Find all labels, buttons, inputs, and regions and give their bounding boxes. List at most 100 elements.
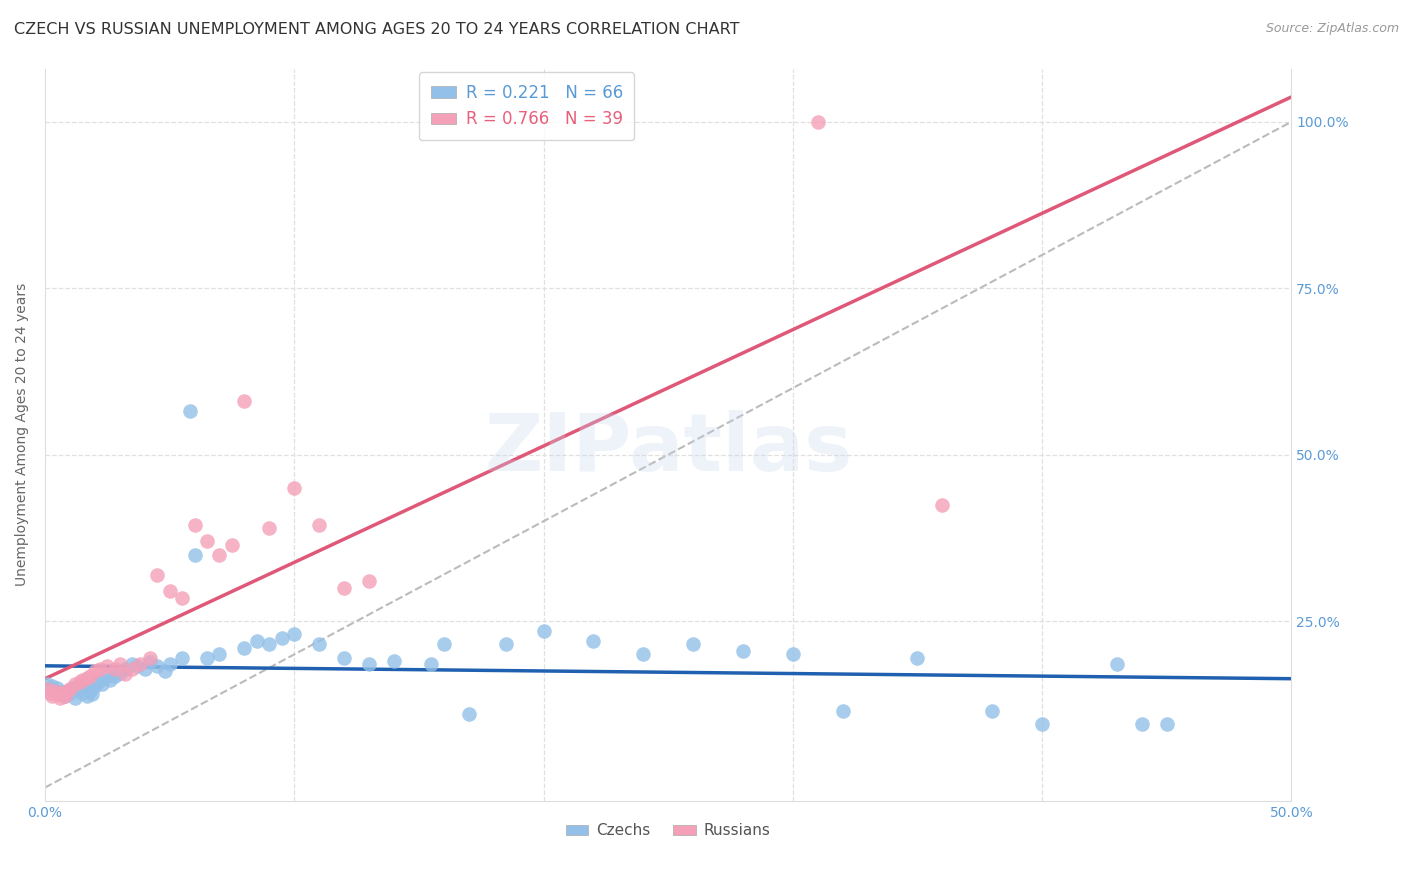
Point [39, 681, 62, 696]
Point [1031, 717, 1053, 731]
Point [49, 690, 72, 705]
Point [153, 664, 176, 678]
Point [357, 574, 380, 589]
Point [46, 687, 69, 701]
Point [76, 689, 98, 703]
Point [931, 498, 953, 512]
Point [79, 684, 101, 698]
Point [37, 681, 59, 696]
Point [631, 648, 654, 662]
Point [259, 521, 281, 535]
Point [56, 684, 79, 698]
Point [233, 640, 256, 655]
Point [49, 687, 72, 701]
Point [69, 677, 91, 691]
Text: CZECH VS RUSSIAN UNEMPLOYMENT AMONG AGES 20 TO 24 YEARS CORRELATION CHART: CZECH VS RUSSIAN UNEMPLOYMENT AMONG AGES… [14, 22, 740, 37]
Point [246, 634, 269, 648]
Legend: Czechs, Russians: Czechs, Russians [560, 817, 778, 845]
Point [79, 669, 101, 683]
Point [981, 704, 1004, 718]
Point [357, 657, 380, 672]
Point [308, 517, 330, 532]
Point [782, 648, 804, 662]
Point [86, 675, 108, 690]
Point [104, 669, 127, 683]
Point [283, 481, 305, 495]
Point [159, 657, 181, 672]
Point [1105, 657, 1128, 672]
Point [104, 662, 127, 676]
Point [37, 677, 59, 691]
Point [179, 404, 201, 418]
Point [96, 659, 118, 673]
Point [134, 662, 156, 676]
Point [89, 662, 111, 676]
Point [382, 654, 405, 668]
Point [138, 656, 160, 670]
Point [420, 657, 443, 672]
Point [208, 648, 231, 662]
Point [46, 681, 69, 695]
Point [731, 644, 754, 658]
Point [333, 581, 356, 595]
Point [39, 686, 62, 700]
Point [72, 673, 94, 687]
Point [114, 662, 136, 676]
Point [83, 679, 105, 693]
Point [146, 659, 169, 673]
Point [183, 517, 205, 532]
Point [82, 687, 104, 701]
Point [63, 677, 86, 691]
Point [51, 685, 73, 699]
Point [195, 534, 218, 549]
Point [72, 686, 94, 700]
Point [69, 675, 91, 690]
Point [159, 584, 181, 599]
Point [170, 650, 193, 665]
Point [831, 704, 853, 718]
Point [308, 637, 330, 651]
Point [208, 548, 231, 562]
Point [108, 666, 131, 681]
Point [44, 684, 66, 698]
Point [1156, 717, 1178, 731]
Point [221, 537, 243, 551]
Point [146, 567, 169, 582]
Point [195, 650, 218, 665]
Point [89, 673, 111, 687]
Point [127, 659, 149, 673]
Point [533, 624, 555, 639]
Point [807, 115, 830, 129]
Point [270, 631, 292, 645]
Point [907, 650, 929, 665]
Point [457, 707, 479, 722]
Point [114, 667, 136, 681]
Point [59, 681, 82, 696]
Point [83, 664, 105, 678]
Y-axis label: Unemployment Among Ages 20 to 24 years: Unemployment Among Ages 20 to 24 years [15, 283, 30, 586]
Point [128, 657, 150, 672]
Point [96, 669, 118, 683]
Point [41, 689, 63, 703]
Point [233, 394, 256, 409]
Point [495, 637, 517, 651]
Point [1130, 717, 1153, 731]
Point [108, 657, 131, 672]
Point [44, 684, 66, 698]
Point [582, 634, 605, 648]
Text: ZIPatlas: ZIPatlas [484, 410, 852, 488]
Point [63, 690, 86, 705]
Point [51, 686, 73, 700]
Point [433, 637, 456, 651]
Point [66, 681, 89, 696]
Point [283, 627, 305, 641]
Point [59, 686, 82, 700]
Point [170, 591, 193, 605]
Point [73, 677, 96, 691]
Point [76, 671, 98, 685]
Point [259, 637, 281, 651]
Point [121, 657, 143, 672]
Point [60, 681, 83, 695]
Point [53, 689, 76, 703]
Point [53, 689, 76, 703]
